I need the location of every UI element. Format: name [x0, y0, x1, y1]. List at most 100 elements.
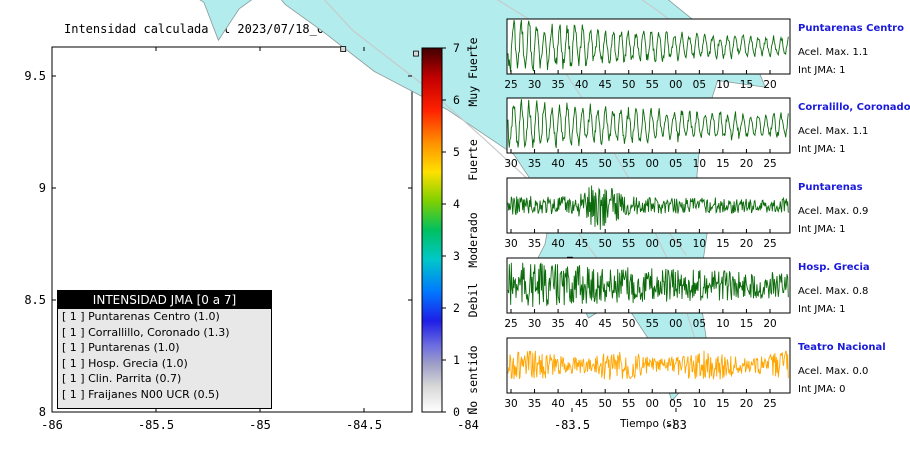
- waveform-panel: 25 30 35 40 45 50 55 00 05 10 15 20 Hosp. Grecia Acel…: [504, 257, 870, 330]
- waveform-tick-label: 50: [598, 238, 611, 250]
- waveform-tick-label: 15: [716, 398, 729, 410]
- waveform-frame: [506, 97, 791, 154]
- y-tick-label: 8.5: [24, 293, 46, 307]
- colorbar-tick-label: 5: [453, 145, 460, 159]
- station-intensity: Int JMA: 0: [798, 384, 846, 395]
- colorbar: [421, 47, 443, 413]
- station-acceleration: Acel. Max. 0.8: [798, 286, 868, 297]
- waveform-tick-label: 20: [763, 79, 776, 91]
- waveform-trace: [507, 19, 789, 73]
- waveform-tick-label: 10: [693, 238, 706, 250]
- waveform-tick-label: 05: [669, 398, 682, 410]
- waveform-tick-label: 40: [551, 238, 564, 250]
- waveform-tick-label: 25: [504, 318, 517, 330]
- colorbar-tick-label: 4: [453, 197, 460, 211]
- waveform-trace: [507, 350, 789, 380]
- legend-row: [ 1 ] Fraijanes N00 UCR (0.5): [62, 387, 220, 401]
- colorbar-tick-label: 7: [453, 41, 460, 55]
- waveform-tick-label: 55: [622, 158, 635, 170]
- x-tick-label: -83: [665, 418, 687, 432]
- waveform-tick-label: 15: [740, 79, 753, 91]
- waveform-tick-label: 45: [575, 398, 588, 410]
- waveform-tick-label: 20: [740, 158, 753, 170]
- waveform-tick-label: 55: [622, 398, 635, 410]
- waveform-tick-label: 45: [575, 158, 588, 170]
- waveform-tick-label: 05: [669, 238, 682, 250]
- map-y-axis: 1110.5109.598.58: [24, 69, 412, 419]
- colorbar-category-label: Debil: [466, 283, 480, 318]
- waveform-tick-label: 50: [622, 318, 635, 330]
- waveform-tick-label: 30: [528, 79, 541, 91]
- station-name: Corralillo, Coronado: [798, 102, 910, 113]
- waveform-tick-label: 45: [598, 79, 611, 91]
- station-intensity: Int JMA: 1: [798, 304, 846, 315]
- station-name: Teatro Nacional: [798, 342, 886, 353]
- waveform-tick-label: 25: [763, 398, 776, 410]
- colorbar-category-label: No sentido: [466, 345, 480, 414]
- y-tick-label: 9.5: [24, 69, 46, 83]
- waveform-tick-label: 40: [551, 398, 564, 410]
- waveform-tick-label: 10: [716, 318, 729, 330]
- colorbar-category-label: Muy Fuerte: [466, 37, 480, 106]
- x-tick-label: -84: [457, 418, 479, 432]
- legend-title: INTENSIDAD JMA [0 a 7]: [58, 291, 271, 309]
- waveform-trace: [507, 262, 789, 308]
- waveform-tick-label: 15: [716, 238, 729, 250]
- station-acceleration: Acel. Max. 0.9: [798, 206, 868, 217]
- station-name: Puntarenas Centro: [798, 23, 904, 34]
- waveform-tick-label: 35: [528, 238, 541, 250]
- waveform-tick-label: 05: [693, 79, 706, 91]
- waveform-tick-label: 40: [575, 318, 588, 330]
- legend-row: [ 1 ] Corrallillo, Coronado (1.3): [62, 325, 230, 339]
- colorbar-ticks: 0 1 2 3 4 5 6 7: [442, 41, 460, 419]
- waveform-tick-label: 35: [528, 398, 541, 410]
- x-tick-label: -84.5: [346, 418, 382, 432]
- waveform-tick-label: 25: [763, 238, 776, 250]
- legend-row: [ 1 ] Puntarenas Centro (1.0): [62, 310, 220, 323]
- waveform-tick-label: 40: [551, 158, 564, 170]
- colorbar-category-label: Moderado: [466, 212, 480, 267]
- waveform-tick-label: 00: [669, 318, 682, 330]
- waveform-tick-label: 55: [646, 318, 659, 330]
- waveform-tick-label: 05: [693, 318, 706, 330]
- waveform-tick-label: 25: [763, 158, 776, 170]
- station-intensity: Int JMA: 1: [798, 144, 846, 155]
- waveform-tick-label: 50: [622, 79, 635, 91]
- waveform-tick-label: 10: [693, 398, 706, 410]
- waveform-tick-label: 30: [528, 318, 541, 330]
- waveform-tick-label: 50: [598, 398, 611, 410]
- waveform-xlabel: Tiempo (s): [619, 418, 676, 430]
- waveform-tick-label: 45: [598, 318, 611, 330]
- waveform-tick-label: 15: [716, 158, 729, 170]
- waveform-tick-label: 50: [598, 158, 611, 170]
- waveform-tick-label: 30: [504, 398, 517, 410]
- colorbar-tick-label: 1: [453, 353, 460, 367]
- station-intensity: Int JMA: 1: [798, 224, 846, 235]
- y-tick-label: 9: [39, 181, 46, 195]
- waveform-panel: 30 35 40 45 50 55 00 05 10 15 20 25 Corralillo, Coro…: [504, 97, 910, 170]
- station-marker: [340, 46, 347, 52]
- colorbar-tick-label: 2: [453, 301, 460, 315]
- waveform-trace: [507, 185, 789, 230]
- waveform-trace: [507, 99, 789, 149]
- waveform-tick-label: 10: [716, 79, 729, 91]
- waveform-tick-label: 55: [622, 238, 635, 250]
- y-tick-label: 8: [39, 405, 46, 419]
- waveform-tick-label: 00: [669, 79, 682, 91]
- waveform-tick-label: 45: [575, 238, 588, 250]
- station-name: Puntarenas: [798, 182, 863, 193]
- legend-row: [ 1 ] Puntarenas (1.0): [62, 341, 180, 354]
- waveform-tick-label: 00: [646, 238, 659, 250]
- waveform-panel: 30 35 40 45 50 55 00 05 10 15 20 25 Puntarenas Acel. …: [504, 177, 868, 250]
- waveform-tick-label: 20: [740, 238, 753, 250]
- colorbar-tick-label: 6: [453, 93, 460, 107]
- legend-row: [ 1 ] Clin. Parrita (0.7): [62, 372, 182, 385]
- colorbar-tick-label: 0: [453, 405, 460, 419]
- waveform-panel: 30 35 40 45 50 55 00 05 10 15 20 25 Teatro Nacional A…: [504, 337, 886, 410]
- waveform-panel: 25 30 35 40 45 50 55 00 05 10 15 20 Puntarenas Centr…: [504, 18, 904, 91]
- map-x-axis: -86 -85.5 -85 -84.5 -84 -83.5 -83: [41, 47, 687, 432]
- x-tick-label: -83.5: [554, 418, 590, 432]
- waveform-tick-label: 55: [646, 79, 659, 91]
- station-marker: [413, 50, 419, 57]
